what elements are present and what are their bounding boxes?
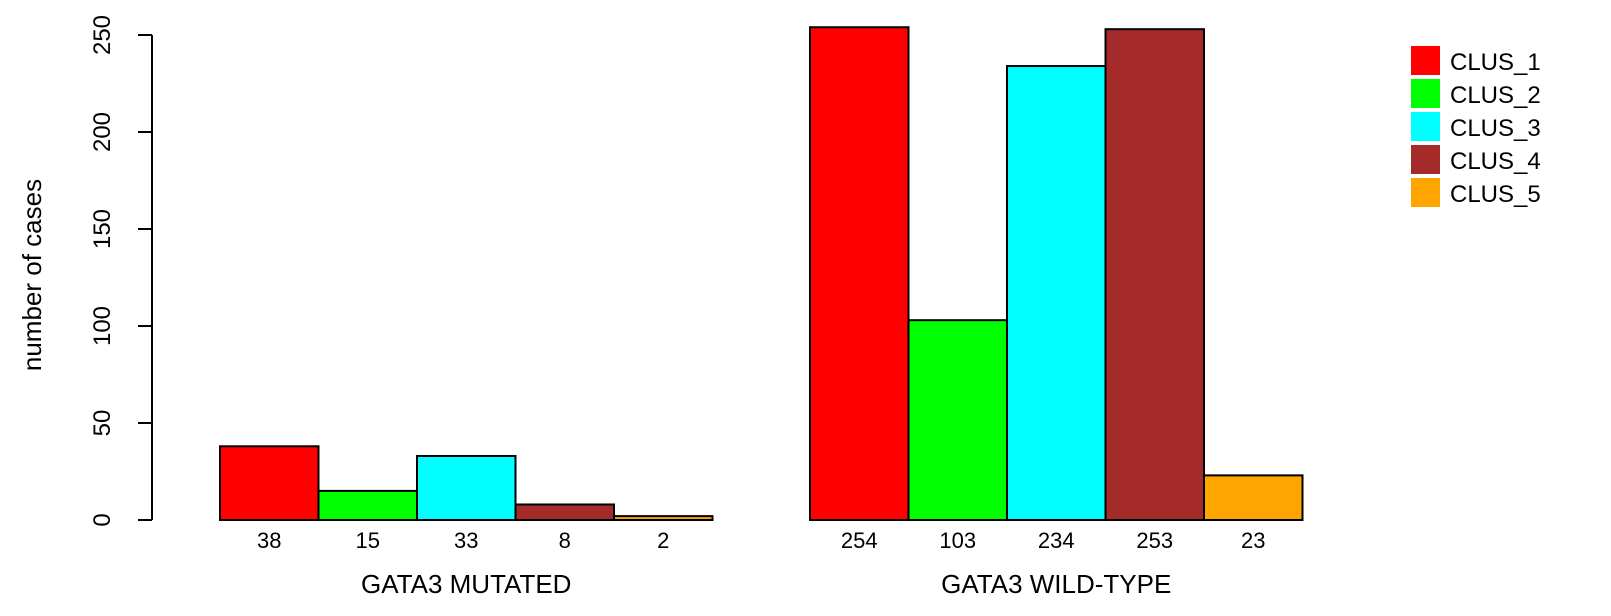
group-label: GATA3 MUTATED <box>361 569 571 599</box>
y-tick-label: 250 <box>89 15 116 55</box>
bar-count-label: 15 <box>356 528 380 553</box>
legend-swatch <box>1411 112 1440 141</box>
y-tick-label: 100 <box>89 306 116 346</box>
legend-swatch <box>1411 46 1440 75</box>
bar-count-label: 253 <box>1136 528 1173 553</box>
y-tick-label: 150 <box>89 209 116 249</box>
bar <box>809 26 910 522</box>
legend: CLUS_1 CLUS_2 CLUS_3 CLUS_4 CLUS_5 <box>1411 46 1541 208</box>
legend-swatch <box>1411 178 1440 207</box>
y-tick-label: 50 <box>89 410 116 437</box>
bar-count-label: 254 <box>841 528 878 553</box>
bar <box>1203 474 1304 522</box>
bar-count-labels: 38 15 33 8 2 254 103 234 253 23 <box>257 528 1265 553</box>
bar <box>317 489 418 521</box>
bar-count-label: 2 <box>657 528 669 553</box>
group-labels: GATA3 MUTATED GATA3 WILD-TYPE <box>361 569 1171 599</box>
bar-count-label: 23 <box>1241 528 1265 553</box>
legend-label: CLUS_1 <box>1450 49 1541 76</box>
y-axis: 0 50 100 150 200 250 <box>89 15 153 527</box>
bar <box>219 445 320 521</box>
bar-count-label: 38 <box>257 528 281 553</box>
bar-count-label: 8 <box>559 528 571 553</box>
legend-label: CLUS_4 <box>1450 148 1541 175</box>
bar <box>1104 28 1205 522</box>
group-label: GATA3 WILD-TYPE <box>941 569 1171 599</box>
y-tick-label: 200 <box>89 112 116 152</box>
legend-label: CLUS_3 <box>1450 115 1541 142</box>
bar <box>1006 65 1107 521</box>
bar <box>514 503 615 522</box>
bars <box>219 26 1304 522</box>
y-axis-label: number of cases <box>17 179 47 371</box>
bar <box>416 454 517 522</box>
bar <box>613 515 714 521</box>
bar-count-label: 33 <box>454 528 478 553</box>
y-tick-label: 0 <box>89 513 116 526</box>
legend-swatch <box>1411 145 1440 174</box>
bar-count-label: 234 <box>1038 528 1075 553</box>
bar-count-label: 103 <box>939 528 976 553</box>
bar <box>907 319 1008 521</box>
legend-label: CLUS_5 <box>1450 181 1541 208</box>
legend-swatch <box>1411 79 1440 108</box>
legend-label: CLUS_2 <box>1450 82 1541 109</box>
